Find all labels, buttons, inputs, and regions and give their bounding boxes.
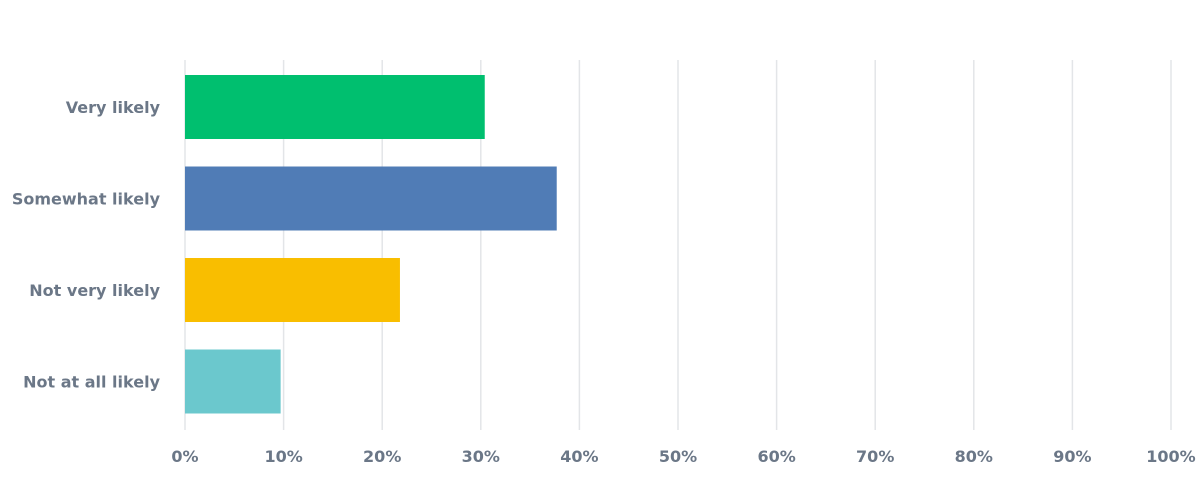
x-tick-label: 20% — [363, 447, 401, 466]
bar — [185, 258, 400, 322]
x-tick-label: 90% — [1053, 447, 1091, 466]
bar — [185, 349, 281, 414]
category-label: Very likely — [66, 98, 161, 117]
bar — [185, 166, 557, 231]
x-tick-label: 80% — [955, 447, 993, 466]
x-tick-label: 100% — [1146, 447, 1195, 466]
category-label: Not at all likely — [23, 373, 160, 392]
x-tick-label: 30% — [462, 447, 500, 466]
category-label: Not very likely — [29, 281, 160, 300]
x-tick-label: 10% — [264, 447, 302, 466]
x-tick-label: 70% — [856, 447, 894, 466]
x-tick-label: 0% — [171, 447, 198, 466]
x-tick-label: 50% — [659, 447, 697, 466]
x-tick-label: 60% — [757, 447, 795, 466]
bar — [185, 75, 485, 139]
category-label: Somewhat likely — [12, 190, 161, 209]
x-tick-label: 40% — [560, 447, 598, 466]
